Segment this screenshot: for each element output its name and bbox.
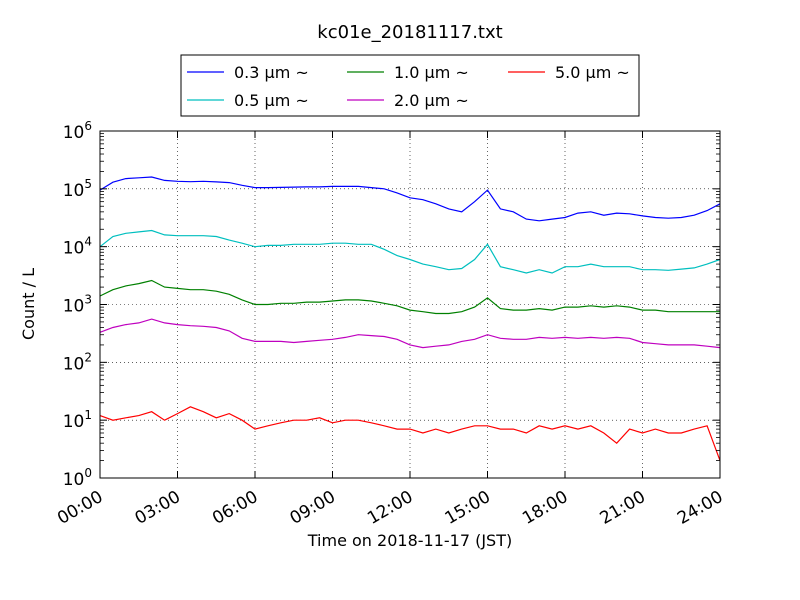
x-tick-label: 24:00 [674,487,726,529]
axis-ticks [99,130,721,479]
y-tick-label: 104 [63,235,92,259]
y-tick-label: 102 [63,350,92,374]
y-tick-label: 100 [63,466,92,490]
x-tick-label: 12:00 [364,487,416,529]
legend: 0.3 µm ~ 0.5 µm ~ 1.0 µm ~ 2.0 µm ~ 5.0 µm ~ [180,54,640,117]
y-tick-label: 101 [63,408,92,432]
legend-label: 2.0 µm ~ [394,91,469,110]
series-line-2 [99,229,721,274]
x-tick-label: 15:00 [442,487,494,529]
x-tick-label: 18:00 [519,487,571,529]
legend-label: 5.0 µm ~ [555,63,630,82]
series-lines [99,176,721,461]
y-tick-labels: 100 101 102 103 104 105 106 [63,119,92,490]
x-tick-labels: 00:00 03:00 06:00 09:00 12:00 15:00 18:00 21:00… [54,487,726,529]
legend-label: 0.3 µm ~ [234,63,309,82]
series-line-4 [99,318,721,349]
x-tick-label: 09:00 [287,487,339,529]
series-line-5 [99,406,721,461]
chart-title: kc01e_20181117.txt [317,22,502,43]
y-tick-label: 106 [63,119,92,143]
series-line-3 [99,279,720,315]
legend-label: 1.0 µm ~ [394,63,469,82]
x-tick-label: 06:00 [209,487,261,529]
y-tick-label: 103 [63,293,92,317]
x-tick-label: 03:00 [132,487,184,529]
legend-label: 0.5 µm ~ [234,91,309,110]
legend-box [180,54,640,117]
x-axis-label: Time on 2018-11-17 (JST) [307,531,512,550]
grid [100,131,720,478]
series-line-1 [99,176,721,222]
x-tick-label: 21:00 [597,487,649,529]
y-tick-label: 105 [63,177,92,201]
x-tick-label: 00:00 [54,487,106,529]
y-axis-label: Count / L [19,268,38,340]
